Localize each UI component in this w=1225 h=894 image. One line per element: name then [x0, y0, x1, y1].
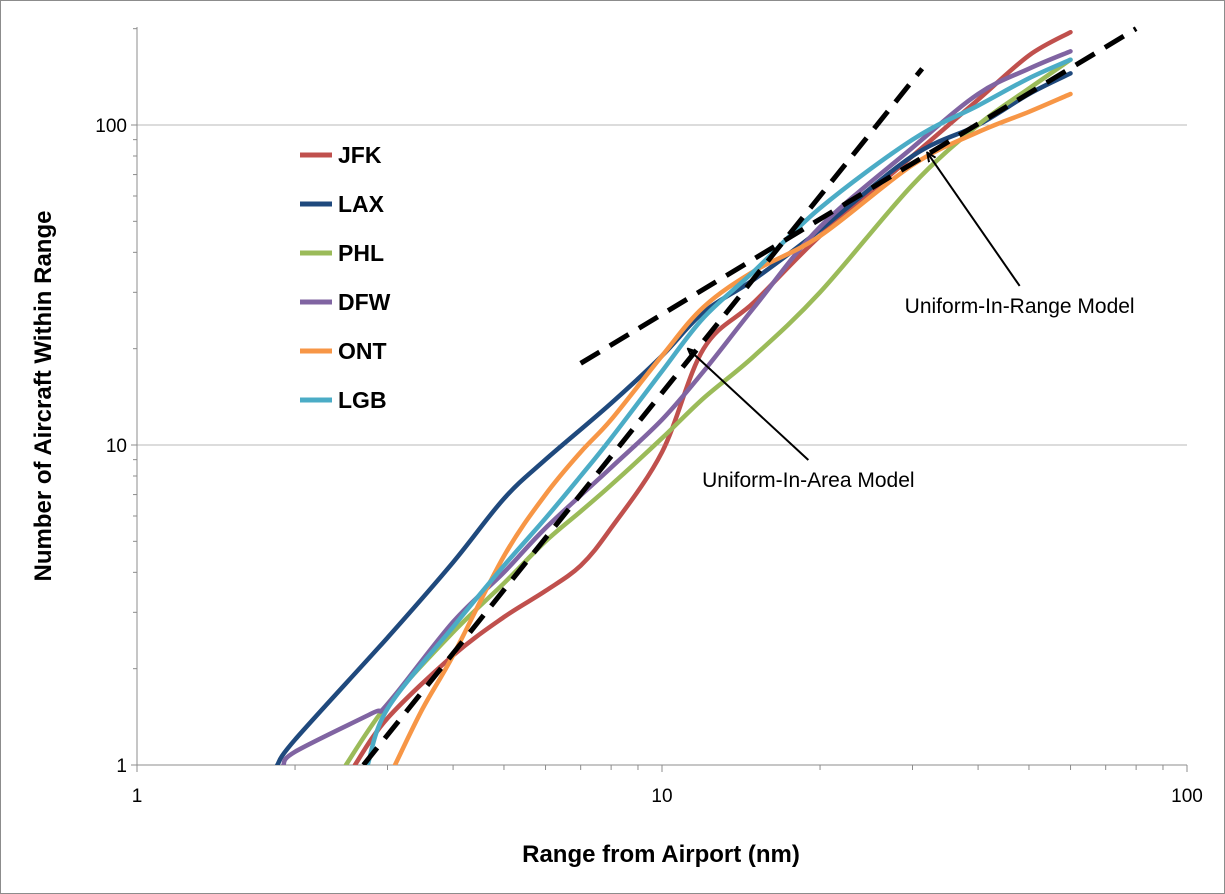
series-line-phl	[343, 57, 1073, 765]
x-tick-label: 1	[132, 786, 143, 807]
model-line-range	[579, 26, 1138, 366]
series-line-dfw	[281, 49, 1073, 765]
x-tick-label: 100	[1171, 786, 1203, 807]
annotation-arrow	[927, 153, 1021, 287]
annotations: Uniform-In-Range Model Uniform-In-Area Mo…	[688, 153, 1135, 492]
legend: JFK LAX PHL DFW ONT LGB	[300, 142, 391, 413]
series-lines	[275, 29, 1073, 765]
model-line-area	[361, 67, 925, 765]
legend-label-phl: PHL	[338, 240, 384, 266]
y-axis-title: Number of Aircraft Within Range	[30, 211, 57, 582]
tick-labels: 1 10 100 1 10 100	[95, 116, 1203, 807]
y-tick-label: 10	[106, 436, 127, 457]
annotation-arrow	[688, 349, 810, 461]
series-line-ont	[392, 91, 1073, 765]
legend-label-ont: ONT	[338, 338, 387, 364]
model-lines	[361, 26, 1138, 765]
series-line-jfk	[352, 29, 1073, 765]
y-tick-label: 1	[116, 756, 127, 777]
annotation-label: Uniform-In-Range Model	[905, 295, 1135, 318]
gridlines	[137, 124, 1187, 446]
legend-label-lax: LAX	[338, 191, 385, 217]
axes	[131, 27, 1188, 772]
legend-label-dfw: DFW	[338, 289, 391, 315]
legend-label-lgb: LGB	[338, 387, 387, 413]
x-axis-title: Range from Airport (nm)	[522, 841, 800, 868]
annotation-label: Uniform-In-Area Model	[702, 469, 914, 492]
series-line-lgb	[365, 57, 1073, 765]
y-tick-label: 100	[95, 116, 127, 137]
legend-label-jfk: JFK	[338, 142, 382, 168]
x-tick-label: 10	[651, 786, 672, 807]
